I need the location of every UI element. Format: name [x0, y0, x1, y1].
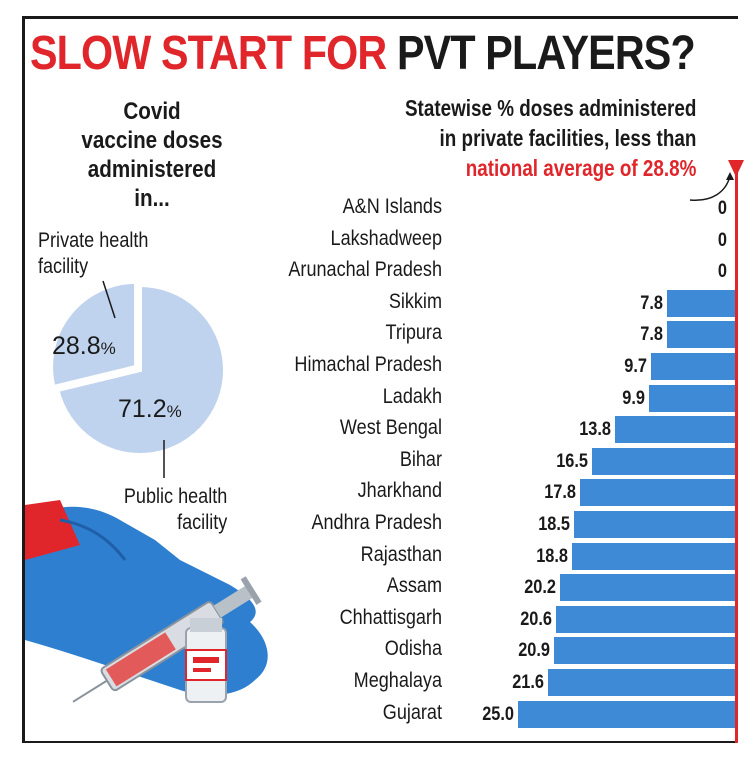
pie-slice-public — [54, 282, 227, 457]
chart-subtitle: Statewise % doses administered in privat… — [405, 93, 696, 183]
state-label: Andhra Pradesh — [311, 511, 442, 534]
bar — [553, 637, 735, 665]
national-average-marker-icon — [728, 160, 744, 177]
pie-chart — [49, 279, 227, 478]
data-label: 0 — [717, 261, 727, 283]
data-label: 16.5 — [555, 450, 588, 472]
state-label: Gujarat — [382, 700, 442, 724]
bar — [649, 384, 735, 412]
state-label: Rajasthan — [360, 542, 442, 566]
headline: SLOW START FOR PVT PLAYERS? — [30, 27, 696, 80]
data-label: 9.9 — [622, 387, 646, 409]
data-label: 18.5 — [538, 514, 571, 535]
bar — [580, 479, 735, 507]
state-label: Jharkhand — [357, 479, 442, 503]
annotation-arrowhead-icon — [726, 172, 734, 180]
glove-syringe-illustration — [25, 500, 268, 703]
data-label: 7.8 — [640, 324, 664, 346]
pie-private-number: 28.8 — [52, 332, 101, 360]
bar — [591, 447, 735, 475]
data-label: 25.0 — [482, 703, 514, 725]
state-label: Bihar — [399, 447, 442, 471]
data-label: 9.7 — [624, 356, 647, 377]
data-label: 13.8 — [579, 419, 612, 441]
bar — [556, 605, 735, 633]
data-label: 17.8 — [544, 482, 577, 504]
data-label: 20.9 — [517, 640, 550, 662]
vaccine-vial-icon — [185, 618, 227, 703]
state-label: Meghalaya — [353, 669, 442, 692]
bar — [559, 574, 735, 602]
frame-top-rule — [22, 16, 738, 19]
pie-caption-line-2: vaccine doses — [81, 127, 223, 154]
public-facility-label: Public health facility — [100, 484, 227, 536]
national-average-line — [735, 168, 738, 743]
data-label: 20.6 — [520, 608, 553, 630]
state-label: A&N Islands — [342, 195, 442, 218]
data-label: 21.6 — [511, 672, 544, 693]
data-label: 20.2 — [523, 577, 556, 599]
private-facility-label: Private health facility — [38, 228, 148, 280]
state-label: Assam — [386, 574, 442, 598]
private-label-line-2: facility — [38, 255, 89, 278]
state-label: Ladakh — [382, 384, 442, 408]
bar — [571, 542, 735, 570]
public-label-line-2: facility — [177, 511, 228, 534]
data-label: 18.8 — [536, 545, 568, 567]
pie-caption-line-4: in... — [134, 185, 170, 212]
glove-crease-line — [59, 518, 127, 561]
subtitle-line-2: in private facilities, less than — [439, 125, 696, 151]
state-label: Tripura — [385, 321, 442, 345]
state-label: Chhattisgarh — [339, 605, 442, 629]
pie-public-pct-sign: % — [166, 402, 182, 421]
bar — [518, 700, 735, 728]
public-label-line-1: Public health — [123, 485, 228, 508]
pie-caption-line-1: Covid — [123, 98, 181, 125]
pie-caption: Covid vaccine doses administered in... — [75, 97, 230, 213]
bar — [547, 669, 735, 696]
state-label: Lakshadweep — [330, 226, 442, 250]
state-label: Himachal Pradesh — [294, 353, 442, 376]
bar — [667, 321, 735, 349]
pie-public-number: 71.2 — [118, 395, 167, 423]
private-label-line-1: Private health — [38, 229, 149, 252]
pie-caption-line-3: administered — [87, 156, 217, 183]
bar — [574, 511, 735, 538]
state-label: Sikkim — [388, 289, 442, 313]
data-label: 0 — [717, 198, 727, 219]
subtitle-highlight: national average of 28.8% — [465, 155, 696, 181]
pie-private-pct-sign: % — [100, 339, 116, 358]
state-label: Arunachal Pradesh — [288, 258, 442, 282]
pie-slice-private — [49, 279, 139, 390]
data-label: 0 — [717, 229, 727, 251]
private-leader-line — [102, 280, 116, 319]
headline-black-part: PVT PLAYERS? — [396, 27, 696, 80]
subtitle-line-1: Statewise % doses administered — [404, 95, 696, 121]
frame-left-rule — [22, 16, 25, 743]
state-label: Odisha — [384, 637, 442, 661]
data-label: 7.8 — [640, 292, 664, 314]
pie-public-value: 71.2% — [118, 395, 182, 424]
pie-private-value: 28.8% — [52, 332, 116, 361]
bar — [667, 289, 735, 317]
annotation-arrow-line — [689, 175, 731, 201]
sleeve-cuff-icon — [25, 500, 80, 560]
headline-red-part: SLOW START FOR — [30, 27, 387, 80]
bar — [650, 353, 735, 380]
frame-bottom-rule — [22, 741, 738, 743]
bar — [615, 416, 735, 444]
state-label: West Bengal — [339, 416, 442, 440]
